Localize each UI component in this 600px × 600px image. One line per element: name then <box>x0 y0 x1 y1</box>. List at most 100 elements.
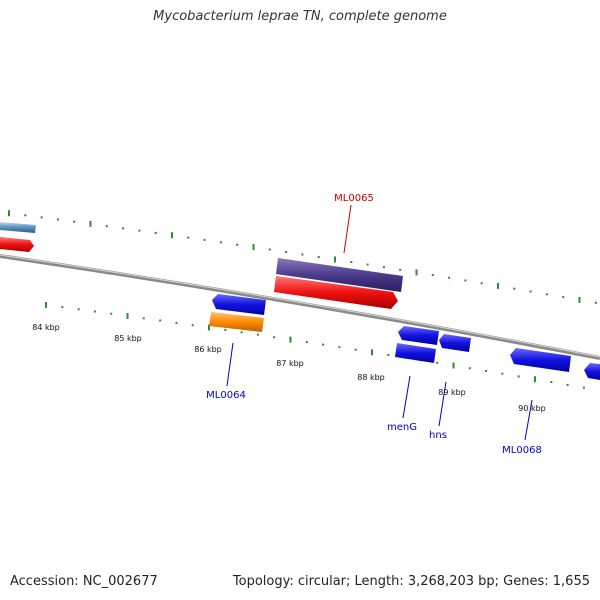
minor-tick <box>273 336 276 339</box>
minor-tick <box>529 290 532 293</box>
gene-ml0064 <box>212 294 266 315</box>
major-tick <box>252 244 255 251</box>
gene-label-ml0065: ML0065 <box>334 193 374 204</box>
minor-tick <box>317 256 320 258</box>
major-tick <box>8 210 10 217</box>
leader-ml0064 <box>226 342 234 387</box>
tick-label: 85 kbp <box>114 334 142 343</box>
minor-tick <box>399 268 402 271</box>
minor-tick <box>322 343 325 346</box>
gene-feature <box>0 222 36 233</box>
minor-tick <box>431 274 434 277</box>
minor-tick <box>464 279 467 282</box>
minor-tick <box>382 266 385 269</box>
minor-tick <box>566 383 569 386</box>
minor-tick <box>338 346 341 349</box>
major-tick <box>171 232 173 239</box>
minor-tick <box>268 248 271 251</box>
minor-tick <box>480 282 483 285</box>
major-tick <box>334 256 336 263</box>
minor-tick <box>61 306 64 309</box>
minor-tick <box>468 367 471 370</box>
minor-tick <box>545 293 548 296</box>
gene-ml0065-purple <box>276 258 403 292</box>
major-tick <box>208 324 210 331</box>
major-tick <box>497 282 499 289</box>
minor-tick <box>56 218 59 221</box>
gene-ml0065 <box>274 276 398 309</box>
gene-ml0068 <box>510 348 571 372</box>
minor-tick <box>387 353 390 356</box>
leader-meng <box>402 375 411 419</box>
tick-label: 87 kbp <box>276 359 304 368</box>
gene-label-ml0068: ML0068 <box>502 445 542 456</box>
genome-backbone <box>0 254 600 360</box>
minor-tick <box>256 333 259 336</box>
minor-tick <box>159 319 162 322</box>
inner-tick-ring <box>45 302 585 389</box>
tick-label: 86 kbp <box>194 345 222 354</box>
minor-tick <box>366 263 369 266</box>
minor-tick <box>122 227 125 230</box>
gene-label-hns: hns <box>429 430 447 441</box>
minor-tick <box>436 361 439 364</box>
major-tick <box>578 296 581 303</box>
major-tick <box>289 336 292 343</box>
gene-label-meng: menG <box>387 422 417 433</box>
minor-tick <box>142 317 145 320</box>
minor-tick <box>517 375 520 378</box>
tick-label: 84 kbp <box>32 323 60 332</box>
leader-ml0065 <box>343 204 352 254</box>
gene-feature <box>584 363 600 380</box>
minor-tick <box>501 372 504 375</box>
major-tick <box>126 313 129 319</box>
minor-tick <box>594 301 597 304</box>
minor-tick <box>354 348 357 351</box>
map-title: Mycobacterium leprae TN, complete genome <box>153 9 447 24</box>
minor-tick <box>562 296 565 299</box>
gene-hns <box>439 334 471 352</box>
major-tick <box>452 362 455 369</box>
minor-tick <box>582 386 585 389</box>
minor-tick <box>138 229 141 232</box>
major-tick <box>415 269 418 276</box>
gene-orange <box>209 312 264 332</box>
tick-label: 88 kbp <box>357 373 385 382</box>
minor-tick <box>350 261 353 263</box>
minor-tick <box>191 324 194 327</box>
minor-tick <box>93 310 96 313</box>
minor-tick <box>305 341 308 344</box>
minor-tick <box>40 216 43 219</box>
minor-tick <box>175 321 178 324</box>
minor-tick <box>154 231 157 234</box>
minor-tick <box>110 312 113 315</box>
accession-text: Accession: NC_002677 <box>10 574 158 589</box>
minor-tick <box>219 241 222 244</box>
tick-label: 90 kbp <box>518 404 546 413</box>
minor-tick <box>77 308 80 311</box>
minor-tick <box>485 369 488 372</box>
minor-tick <box>285 251 288 253</box>
minor-tick <box>187 236 190 239</box>
gene-feature <box>0 237 34 252</box>
minor-tick <box>105 225 108 228</box>
major-tick <box>89 220 92 227</box>
gene-blue-1 <box>398 326 439 345</box>
minor-tick <box>448 276 451 279</box>
tick-label: 89 kbp <box>438 388 466 397</box>
minor-tick <box>73 220 76 223</box>
minor-tick <box>240 331 243 334</box>
minor-tick <box>513 287 516 290</box>
gene-meng <box>395 343 436 363</box>
minor-tick <box>24 214 27 217</box>
minor-tick <box>550 381 553 383</box>
major-tick <box>371 349 373 356</box>
genome-stats-text: Topology: circular; Length: 3,268,203 bp… <box>232 574 590 589</box>
minor-tick <box>224 328 227 331</box>
minor-tick <box>236 243 239 246</box>
minor-tick <box>203 238 206 241</box>
gene-label-ml0064: ML0064 <box>206 390 246 401</box>
major-tick <box>45 302 47 308</box>
leader-ml0068 <box>524 399 533 441</box>
